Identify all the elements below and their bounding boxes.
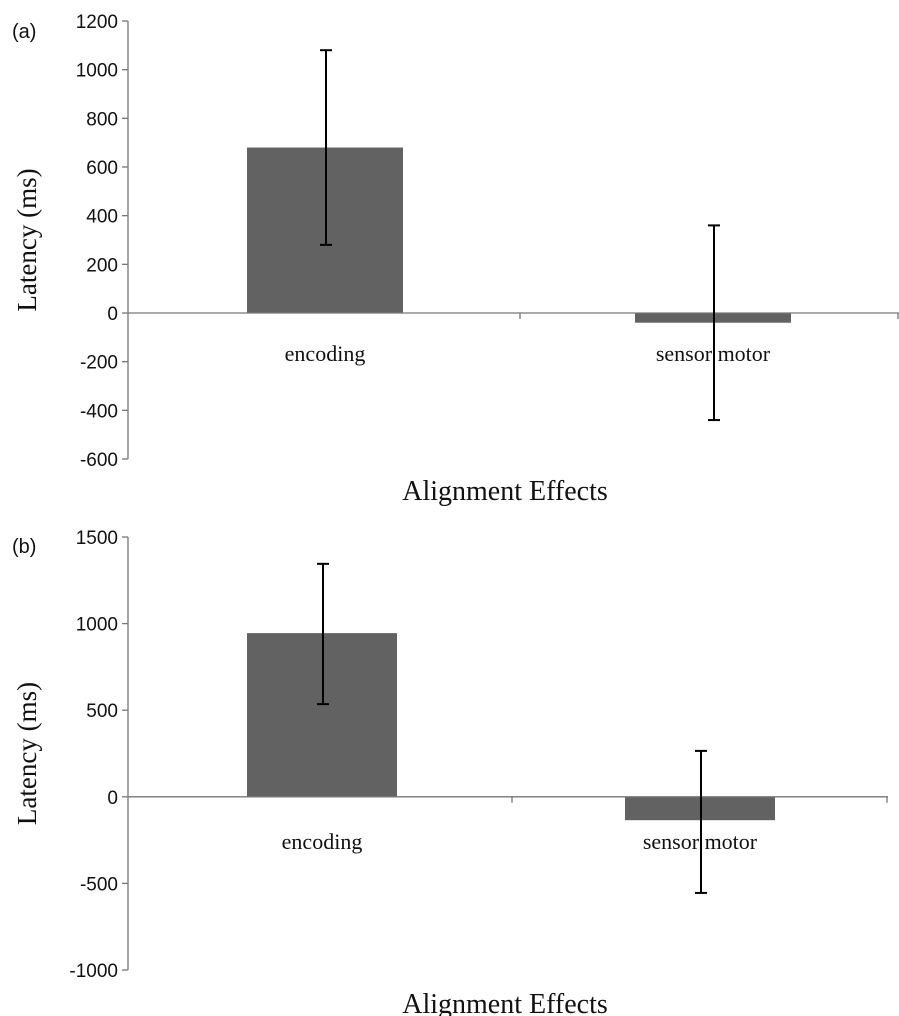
panel-label: (b) [12,536,36,558]
y-tick-label: 1000 [76,61,118,82]
y-axis-title: Latency (ms) [12,168,42,311]
y-tick-label: 1500 [76,528,118,549]
y-tick-label: -1000 [69,961,118,982]
y-tick-label: -600 [80,450,118,471]
y-tick-label: 800 [86,109,118,130]
panel-label: (a) [12,21,36,43]
x-axis-title: Alignment Effects [402,989,608,1016]
y-tick-label: 600 [86,158,118,179]
y-tick-label: 1000 [76,615,118,636]
y-tick-label: 1200 [76,12,118,33]
y-tick-label: 200 [86,255,118,276]
y-tick-label: 500 [86,701,118,722]
x-category-label: encoding [285,341,366,366]
y-tick-label: 0 [107,304,118,325]
y-axis-title: Latency (ms) [12,682,42,825]
y-tick-label: -500 [80,874,118,895]
y-tick-label: 0 [107,788,118,809]
y-tick-label: -200 [80,353,118,374]
y-tick-label: 400 [86,207,118,228]
y-tick-label: -400 [80,401,118,422]
x-category-label: encoding [282,829,363,854]
chart-panel-a: (a) 1200 1000 800 600 400 200 0 -200 -400 -600 enco… [12,12,899,507]
x-axis-title: Alignment Effects [402,476,608,507]
